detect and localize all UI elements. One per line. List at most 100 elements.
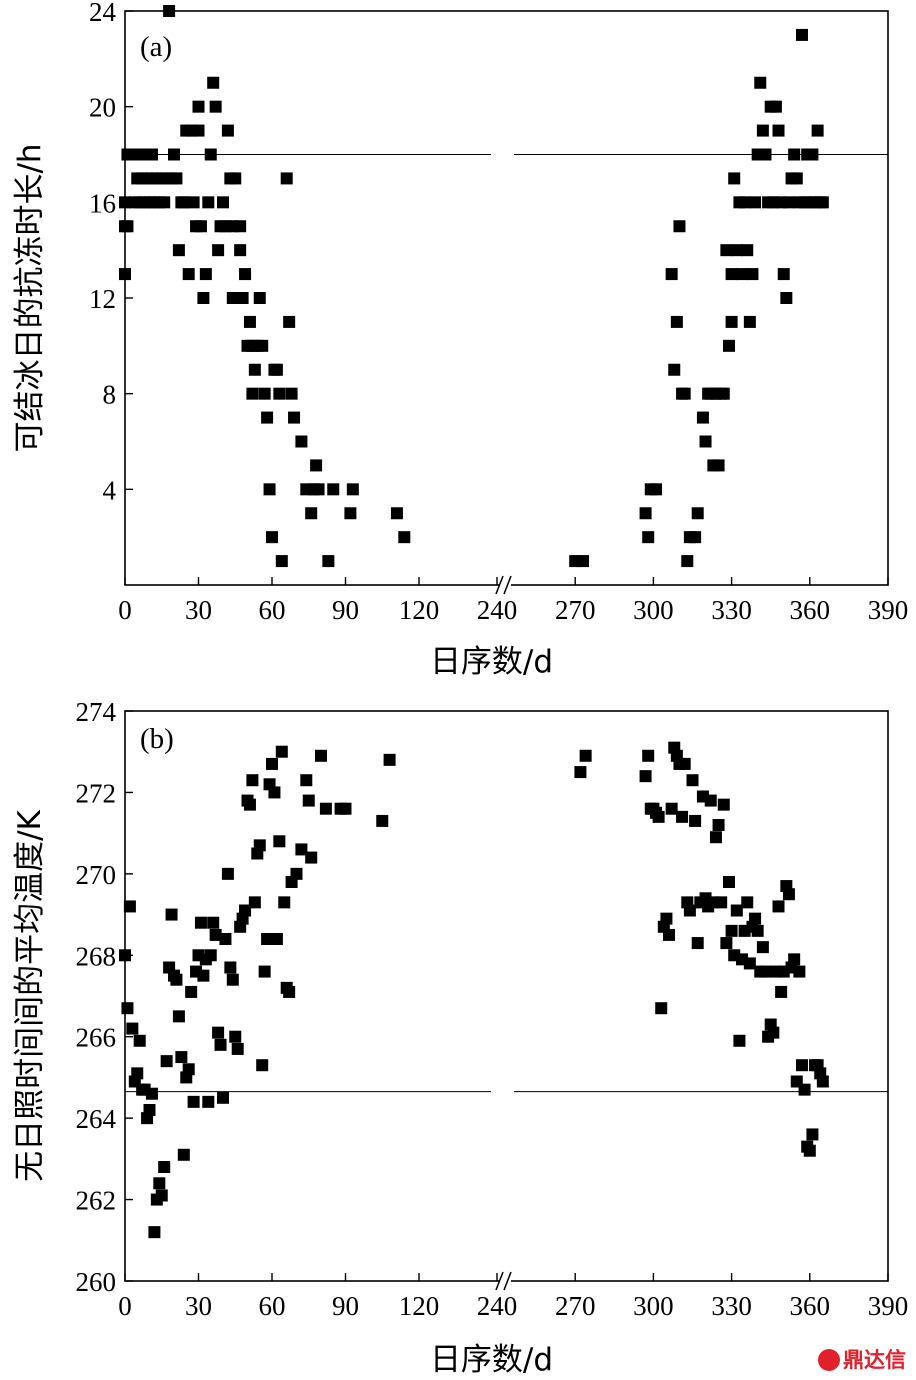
data-point	[650, 483, 663, 496]
data-point	[344, 507, 357, 520]
y-tick-label: 4	[103, 475, 117, 505]
data-point	[263, 483, 276, 496]
data-point	[207, 76, 220, 89]
y-axis-title: 可结冰日的抗冻时长/h	[12, 143, 48, 452]
data-point	[793, 965, 806, 978]
data-point	[182, 268, 195, 281]
data-point	[253, 292, 266, 304]
data-point	[691, 507, 704, 520]
data-point	[681, 555, 694, 568]
data-point	[221, 867, 234, 880]
data-point	[751, 924, 764, 937]
data-point	[673, 220, 686, 233]
data-point	[642, 531, 655, 544]
data-point	[811, 124, 824, 137]
x-tick-label: 30	[185, 1291, 212, 1321]
data-point	[803, 1144, 816, 1157]
data-point	[119, 949, 131, 962]
data-point	[253, 839, 266, 852]
data-point	[322, 555, 335, 568]
data-point	[665, 268, 678, 281]
x-tick-label: 240	[477, 1291, 518, 1321]
data-point	[172, 244, 185, 257]
data-point	[715, 896, 728, 909]
y-tick-label: 270	[76, 860, 117, 890]
y-tick-label: 24	[89, 0, 117, 27]
data-point	[207, 916, 220, 929]
data-point	[192, 100, 205, 113]
data-point	[339, 802, 352, 815]
data-point	[295, 843, 308, 856]
data-point	[194, 220, 207, 233]
x-tick-label: 90	[332, 1291, 359, 1321]
data-point	[246, 387, 259, 400]
panel-label: (a)	[140, 31, 172, 63]
data-point	[302, 794, 315, 807]
data-point	[704, 794, 717, 807]
data-point	[170, 172, 183, 185]
data-point	[725, 315, 738, 328]
data-point	[730, 904, 743, 917]
data-point	[652, 810, 665, 823]
data-point	[202, 1095, 215, 1108]
x-axis-title: 日序数/d	[430, 1342, 553, 1378]
data-point	[268, 786, 281, 799]
y-tick-label: 260	[76, 1267, 117, 1297]
data-point	[676, 810, 689, 823]
chart-panel-b: 0 30 60 90 120 240 270 300 330 360 390 260 262 264 266…	[12, 697, 908, 1378]
data-point	[165, 908, 178, 921]
data-point	[678, 387, 691, 400]
data-point	[696, 411, 709, 424]
data-point	[209, 100, 222, 113]
data-point	[234, 244, 247, 257]
data-point	[123, 900, 136, 913]
data-point	[686, 774, 699, 787]
data-point	[258, 965, 271, 978]
x-tick-label: 270	[555, 595, 596, 625]
data-point	[741, 896, 754, 909]
data-point	[214, 1038, 227, 1051]
data-point	[663, 928, 676, 941]
data-point	[639, 507, 652, 520]
data-point	[712, 459, 725, 472]
data-point	[795, 1059, 808, 1072]
y-tick-label: 262	[76, 1186, 117, 1216]
y-tick-label: 266	[76, 1023, 117, 1053]
data-point	[145, 148, 158, 161]
data-point	[187, 196, 200, 209]
data-point	[221, 124, 234, 137]
data-point	[224, 961, 237, 974]
data-point	[192, 124, 205, 137]
data-point	[278, 896, 291, 909]
x-tick-label: 390	[868, 595, 909, 625]
data-point	[172, 1010, 185, 1023]
x-tick-label: 0	[118, 595, 132, 625]
data-point	[229, 1030, 242, 1043]
data-point	[217, 196, 229, 209]
data-point	[300, 774, 313, 787]
data-point	[642, 749, 655, 762]
data-point	[197, 292, 210, 304]
data-point	[258, 387, 271, 400]
data-point	[806, 148, 819, 161]
data-point	[790, 172, 803, 185]
data-point	[738, 196, 751, 209]
data-point	[273, 835, 286, 848]
data-point	[319, 802, 332, 815]
data-point	[204, 148, 217, 161]
data-point	[121, 220, 134, 233]
data-point	[749, 196, 762, 209]
y-tick-label: 12	[89, 284, 116, 314]
y-tick-label: 268	[76, 941, 117, 971]
data-point	[709, 831, 722, 844]
data-point	[231, 1042, 244, 1055]
data-point	[270, 933, 283, 945]
data-point	[283, 315, 296, 328]
data-point	[145, 1087, 158, 1100]
y-tick-label: 20	[89, 93, 116, 123]
watermark-text: 鼎达信	[843, 1348, 906, 1372]
data-point	[199, 268, 212, 281]
data-point	[239, 904, 252, 917]
data-point	[170, 973, 183, 986]
